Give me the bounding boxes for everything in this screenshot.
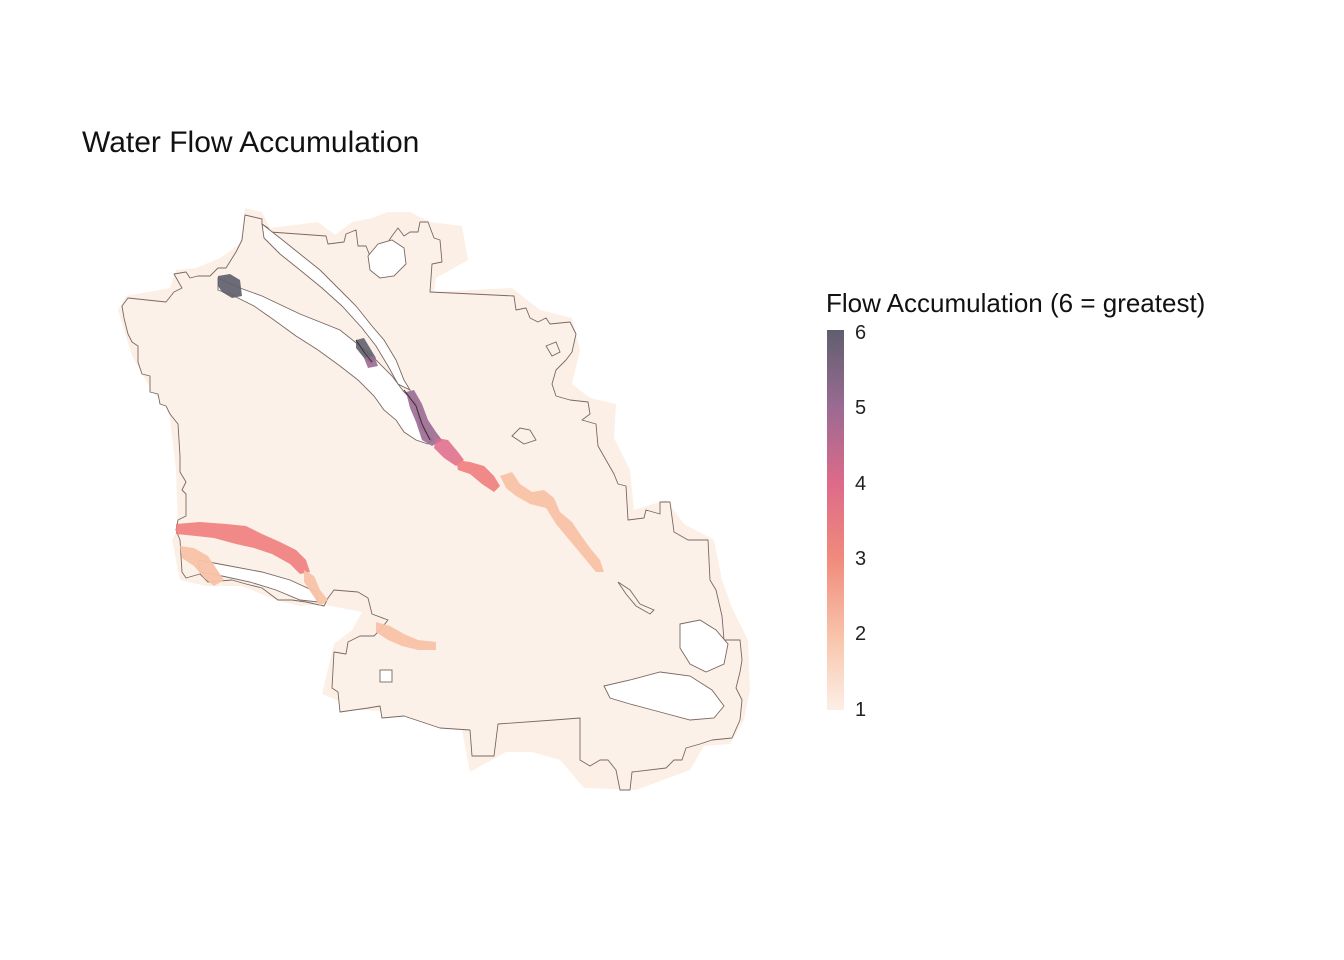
canal-line (511, 341, 655, 615)
flow-path-level-3-central (456, 460, 500, 492)
map-title: Water Flow Accumulation (82, 126, 420, 159)
legend-tick-1: 1 (855, 699, 867, 721)
flow-path-level-6-nw (218, 274, 242, 298)
flow-path-level-4 (434, 438, 464, 466)
city-area (121, 214, 743, 791)
stream-line-nw (355, 339, 373, 363)
stream-line-central (403, 389, 431, 441)
flow-path-level-5 (364, 356, 442, 446)
legend-tick-3: 3 (855, 548, 867, 570)
legend-title: Flow Accumulation (6 = greatest) (826, 288, 1206, 318)
flow-path-level-3-west (176, 522, 310, 574)
stream-lines (355, 339, 431, 441)
northern-channel-gap (261, 222, 412, 392)
enclave-box (379, 669, 393, 683)
legend-tick-6: 6 (855, 322, 867, 344)
flow-hex-cells (176, 274, 604, 650)
legend-tick-4: 4 (855, 473, 867, 495)
legend-color-bar (827, 330, 844, 710)
legend-tick-5: 5 (855, 397, 867, 419)
city-boundary (121, 214, 743, 791)
east-lake-gap (679, 619, 729, 673)
southeast-lake-gap (603, 671, 725, 721)
flow-path-level-2-west (180, 546, 328, 606)
flow-path-level-2-central (500, 472, 604, 572)
legend-tick-2: 2 (855, 623, 867, 645)
flow-path-level-2-south (376, 622, 436, 650)
north-enclave-gap (367, 239, 407, 279)
